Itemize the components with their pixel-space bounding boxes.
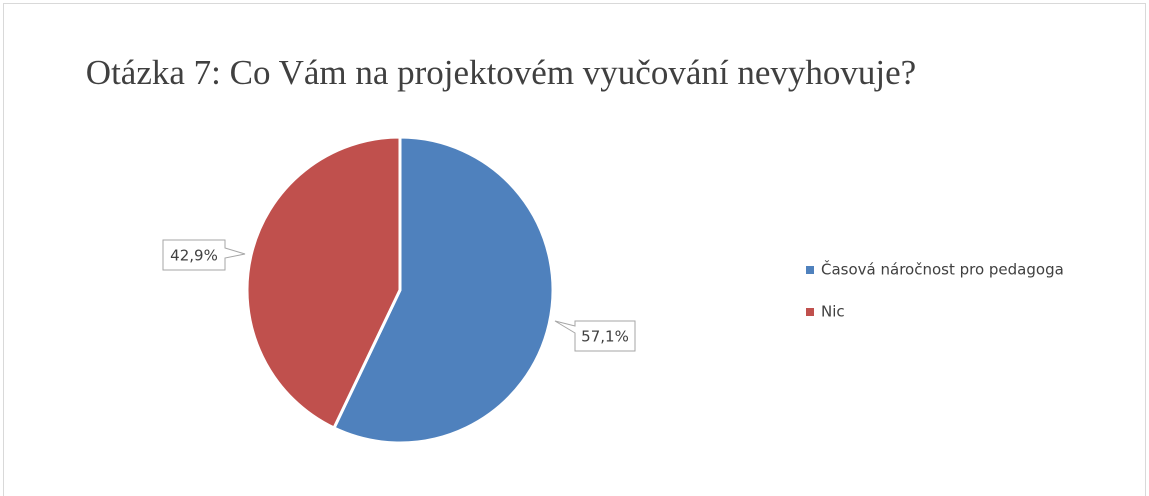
pie-slice <box>245 135 402 431</box>
legend-label: Nic <box>821 303 845 321</box>
data-label-box <box>162 239 246 271</box>
chart-title: Otázka 7: Co Vám na projektovém vyučován… <box>86 53 916 92</box>
legend-swatch <box>806 266 814 274</box>
data-label-box <box>554 320 636 352</box>
legend-label: Časová náročnost pro pedagoga <box>821 260 1064 279</box>
legend-swatch <box>806 308 814 316</box>
data-label: 57,1% <box>581 328 629 346</box>
pie-slice <box>331 135 555 445</box>
data-label: 42,9% <box>170 247 218 265</box>
